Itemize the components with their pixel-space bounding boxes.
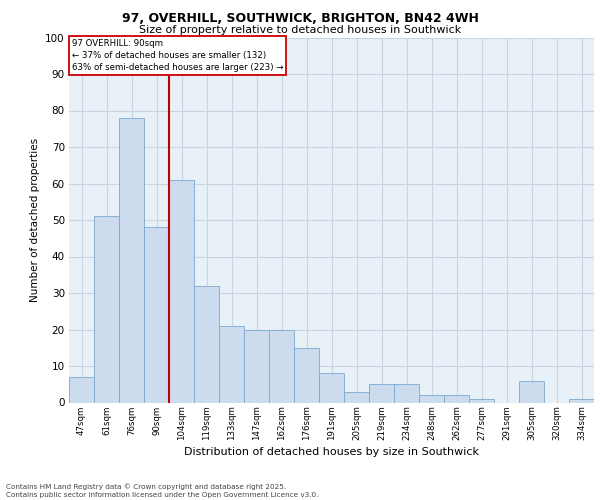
Bar	[194, 286, 219, 403]
Bar	[269, 330, 294, 402]
X-axis label: Distribution of detached houses by size in Southwick: Distribution of detached houses by size …	[184, 447, 479, 457]
Bar	[94, 216, 119, 402]
Bar	[319, 374, 344, 402]
Bar	[419, 395, 444, 402]
Bar	[69, 377, 94, 402]
Text: 97 OVERHILL: 90sqm
← 37% of detached houses are smaller (132)
63% of semi-detach: 97 OVERHILL: 90sqm ← 37% of detached hou…	[71, 40, 283, 72]
Bar	[244, 330, 269, 402]
Bar	[569, 399, 594, 402]
Bar	[519, 380, 544, 402]
Bar	[169, 180, 194, 402]
Bar	[444, 395, 469, 402]
Bar	[394, 384, 419, 402]
Bar	[119, 118, 144, 403]
Text: Size of property relative to detached houses in Southwick: Size of property relative to detached ho…	[139, 25, 461, 35]
Bar	[294, 348, 319, 403]
Bar	[344, 392, 369, 402]
Text: Contains HM Land Registry data © Crown copyright and database right 2025.
Contai: Contains HM Land Registry data © Crown c…	[6, 484, 319, 498]
Bar	[369, 384, 394, 402]
Y-axis label: Number of detached properties: Number of detached properties	[29, 138, 40, 302]
Bar	[469, 399, 494, 402]
Bar	[144, 228, 169, 402]
Bar	[219, 326, 244, 402]
Text: 97, OVERHILL, SOUTHWICK, BRIGHTON, BN42 4WH: 97, OVERHILL, SOUTHWICK, BRIGHTON, BN42 …	[122, 12, 478, 26]
